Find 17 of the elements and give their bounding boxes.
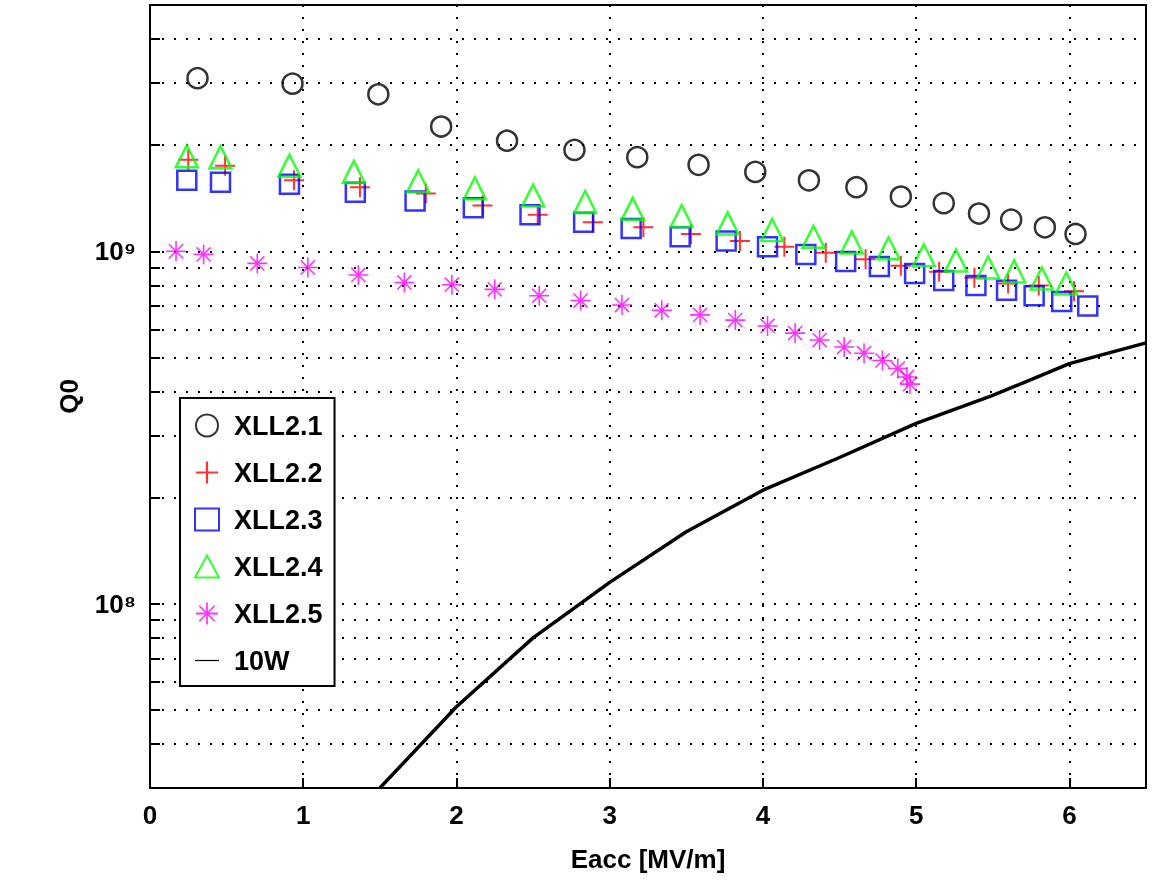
- legend-label: XLL2.2: [234, 457, 323, 488]
- legend-label: XLL2.3: [234, 504, 323, 535]
- y-axis-title: Q0: [54, 379, 84, 414]
- x-axis-title: Eacc [MV/m]: [570, 844, 726, 874]
- y-tick-label: 10⁹: [94, 236, 136, 267]
- legend-label: XLL2.5: [234, 598, 323, 629]
- x-tick-label: 5: [908, 800, 924, 830]
- x-tick-label: 2: [449, 800, 464, 830]
- legend-label: 10W: [234, 645, 291, 676]
- x-tick-label: 4: [755, 800, 771, 830]
- y-tick-label: 10⁸: [94, 588, 136, 619]
- legend-label: XLL2.1: [234, 410, 323, 441]
- x-tick-label: 1: [296, 800, 311, 830]
- legend-label: XLL2.4: [234, 551, 323, 582]
- x-tick-label: 0: [142, 800, 158, 830]
- x-tick-label: 3: [602, 800, 617, 830]
- x-tick-label: 6: [1062, 800, 1077, 830]
